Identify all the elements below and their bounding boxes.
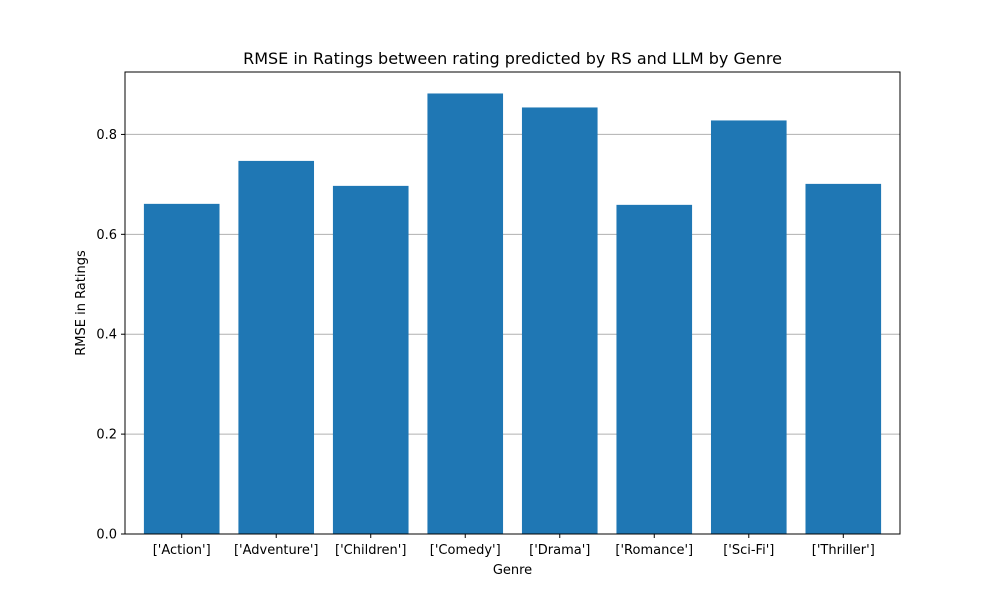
x-tick-label: ['Adventure'] <box>234 543 319 558</box>
chart-title: RMSE in Ratings between rating predicted… <box>243 49 782 68</box>
x-tick-label: ['Comedy'] <box>430 543 501 558</box>
x-tick-label: ['Thriller'] <box>812 543 875 558</box>
plot-frame <box>124 71 901 535</box>
x-tick-label: ['Sci-Fi'] <box>723 543 774 558</box>
bar <box>238 160 315 534</box>
x-tick-label: ['Drama'] <box>529 543 590 558</box>
bar <box>616 204 693 535</box>
bars <box>143 93 882 535</box>
bar <box>143 203 220 534</box>
y-tick-label: 0.2 <box>96 428 117 443</box>
y-axis-ticks: 0.0 0.2 0.4 0.6 0.8 <box>96 128 125 543</box>
x-axis-ticks: ['Action'] ['Adventure'] ['Children'] ['Com… <box>153 534 875 558</box>
x-axis-label: Genre <box>493 563 532 578</box>
bar <box>521 107 598 535</box>
y-axis-label: RMSE in Ratings <box>74 250 89 356</box>
y-tick-label: 0.4 <box>96 328 117 343</box>
bar <box>427 93 504 535</box>
bar <box>805 183 882 535</box>
y-tick-label: 0.6 <box>96 228 117 243</box>
x-tick-label: ['Romance'] <box>615 543 693 558</box>
y-tick-label: 0.8 <box>96 128 117 143</box>
y-tick-label: 0.0 <box>96 528 117 543</box>
bar <box>332 185 409 534</box>
x-tick-label: ['Children'] <box>335 543 406 558</box>
bar <box>710 120 787 534</box>
x-tick-label: ['Action'] <box>153 543 211 558</box>
